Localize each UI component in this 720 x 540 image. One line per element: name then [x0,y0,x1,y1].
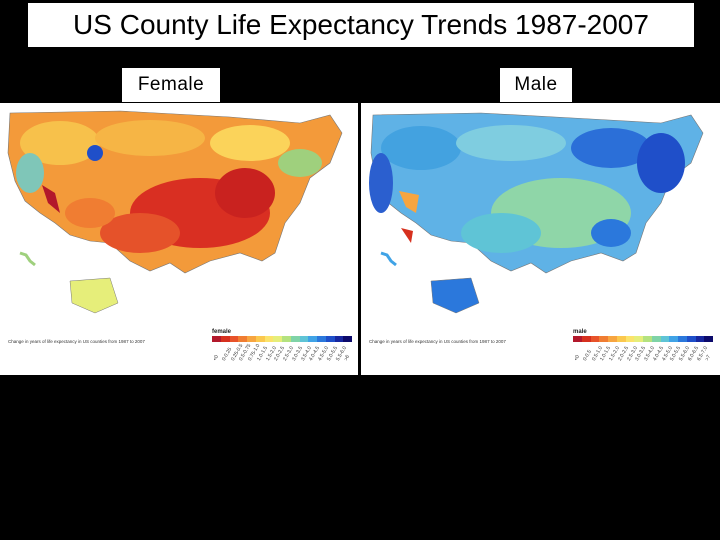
female-legend-swatch [299,336,309,342]
male-legend-swatch [608,336,617,342]
female-legend-title: female [212,329,232,335]
male-legend-swatch [625,336,635,342]
female-map-patches [16,120,322,253]
male-legend-tick: 1.5-2.0 [608,345,621,362]
female-legend-swatch [317,336,326,342]
male-legend-swatch [634,336,643,342]
female-legend-bar [212,336,352,342]
female-legend-swatch [343,336,352,342]
female-legend-swatch [229,336,239,342]
female-legend-swatch [255,336,265,342]
female-legend-swatch [220,336,230,342]
male-legend-tick: 5.5-6.0 [678,345,691,362]
male-legend-swatch [643,336,652,342]
male-legend-title: male [573,329,587,335]
male-legend-swatch [599,336,608,342]
male-legend-tick: <0 [573,354,582,362]
male-legend-swatch [616,336,626,342]
slide-title-box: US County Life Expectancy Trends 1987-20… [27,2,695,48]
female-legend-swatch [247,336,256,342]
slide-title: US County Life Expectancy Trends 1987-20… [73,9,649,40]
male-legend-ticks: <0 0-0.5 0.5-1.0 1.0-1.5 1.5-2.0 2.0-2.5 2.5-3… [573,345,713,365]
male-panel-label: Male [500,68,572,102]
male-map-patches [369,125,685,253]
male-legend-swatch [669,336,678,342]
female-legend-tick: <0 [212,354,221,362]
male-hawaii [380,251,397,267]
female-panel-label: Female [122,68,220,102]
male-legend-swatch [573,336,582,342]
female-legend-swatch [334,336,344,342]
male-alaska [430,277,480,314]
female-legend-tick: 0-0.25 [220,346,234,362]
female-hawaii [19,251,36,267]
female-legend-swatch [325,336,335,342]
female-map-svg [0,103,358,375]
female-legend-swatch [308,336,317,342]
male-legend-swatch [686,336,696,342]
female-legend-tick: 4.5-5.0 [317,345,330,362]
female-legend-swatch [238,336,247,342]
female-legend-swatch [264,336,274,342]
male-legend-bar [573,336,713,342]
male-legend-tick: 3.5-4.0 [643,345,656,362]
male-legend-swatch [581,336,591,342]
male-legend-swatch [695,336,705,342]
male-map-panel: Change in years of life expectancy in US… [361,103,720,375]
male-legend-swatch [678,336,687,342]
female-legend-swatch [273,336,282,342]
female-caption: Change in years of life expectancy in US… [8,339,145,344]
male-map-svg [361,103,720,375]
female-legend-swatch [282,336,291,342]
female-map-panel: Change in years of life expectancy in US… [0,103,358,375]
male-legend-tick: 0-0.5 [581,349,593,362]
female-legend-tick: 0.75-1.0 [247,343,262,362]
male-legend-swatch [704,336,713,342]
female-legend-swatch [212,336,221,342]
male-legend-swatch [590,336,600,342]
female-legend-swatch [290,336,300,342]
male-legend-swatch [651,336,661,342]
female-legend-ticks: <0 0-0.25 0.25-0.5 0.5-0.75 0.75-1.0 1.0-1.5 1… [212,343,352,365]
female-alaska [69,277,119,314]
male-legend-swatch [660,336,670,342]
male-caption: Change in years of life expectancy in US… [369,339,506,344]
female-legend-tick: 2.5-3.0 [282,345,295,362]
